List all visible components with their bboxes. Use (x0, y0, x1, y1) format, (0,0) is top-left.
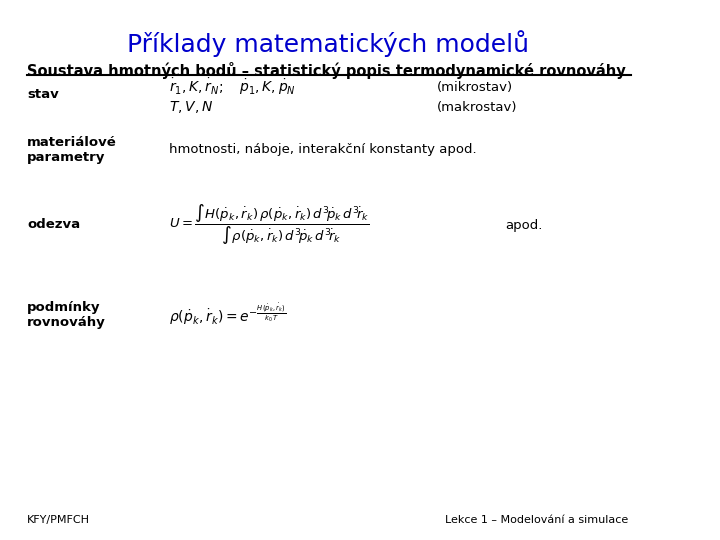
Text: KFY/PMFCH: KFY/PMFCH (27, 515, 90, 525)
Text: $\rho(\dot{p}_k, \dot{r}_k) = e^{-\frac{H(\dot{p}_k, \dot{r}_k)}{k_0 T}}$: $\rho(\dot{p}_k, \dot{r}_k) = e^{-\frac{… (168, 302, 286, 328)
Text: odezva: odezva (27, 219, 81, 232)
Text: (mikrostav): (mikrostav) (437, 80, 513, 93)
Text: materiálové
parametry: materiálové parametry (27, 136, 117, 164)
Text: Příklady matematických modelů: Příklady matematických modelů (127, 30, 529, 57)
Text: $\dot{r}_1, K, \dot{r}_N;\quad \dot{p}_1, K, \dot{p}_N$: $\dot{r}_1, K, \dot{r}_N;\quad \dot{p}_1… (168, 77, 295, 97)
Text: (makrostav): (makrostav) (437, 100, 518, 113)
Text: Lekce 1 – Modelování a simulace: Lekce 1 – Modelování a simulace (446, 515, 629, 525)
Text: apod.: apod. (505, 219, 543, 232)
Text: $T, V, N$: $T, V, N$ (168, 99, 212, 115)
Text: podmínky
rovnováhy: podmínky rovnováhy (27, 301, 106, 329)
Text: stav: stav (27, 89, 59, 102)
Text: hmotnosti, náboje, interakční konstanty apod.: hmotnosti, náboje, interakční konstanty … (168, 144, 476, 157)
Text: Soustava hmotných bodů – statistický popis termodynamické rovnováhy: Soustava hmotných bodů – statistický pop… (27, 62, 626, 79)
Text: $U = \dfrac{\int H(\dot{p}_k,\dot{r}_k)\,\rho(\dot{p}_k,\dot{r}_k)\,d^3\!\dot{p}: $U = \dfrac{\int H(\dot{p}_k,\dot{r}_k)\… (168, 203, 369, 247)
